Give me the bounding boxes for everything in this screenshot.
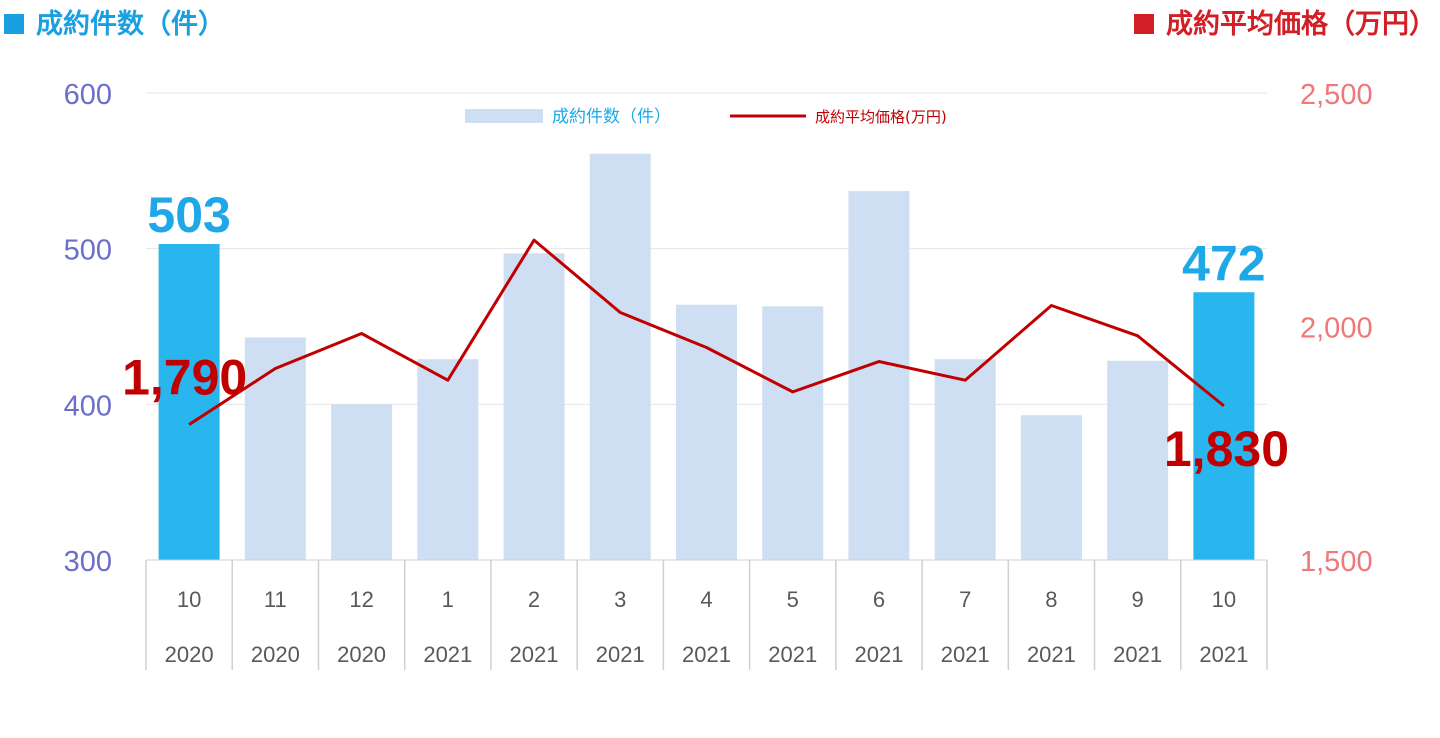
category-year-label: 2020 bbox=[337, 642, 386, 667]
data-label: 503 bbox=[147, 187, 230, 243]
bar bbox=[590, 154, 651, 560]
right-axis-tick-label: 2,000 bbox=[1300, 313, 1373, 345]
data-label: 1,790 bbox=[122, 350, 247, 406]
left-axis-tick-label: 400 bbox=[64, 390, 112, 422]
right-axis-tick-label: 1,500 bbox=[1300, 546, 1373, 578]
bar bbox=[331, 404, 392, 560]
category-month-label: 1 bbox=[442, 587, 454, 612]
category-month-label: 6 bbox=[873, 587, 885, 612]
category-month-label: 9 bbox=[1132, 587, 1144, 612]
left-axis-tick-label: 500 bbox=[64, 235, 112, 267]
category-month-label: 3 bbox=[614, 587, 626, 612]
category-year-label: 2021 bbox=[768, 642, 817, 667]
category-month-label: 11 bbox=[264, 587, 287, 612]
data-label: 472 bbox=[1182, 235, 1265, 291]
legend-bar-swatch bbox=[465, 109, 543, 123]
category-year-label: 2021 bbox=[682, 642, 731, 667]
category-year-label: 2020 bbox=[165, 642, 214, 667]
category-year-label: 2021 bbox=[1027, 642, 1076, 667]
category-month-label: 10 bbox=[177, 587, 201, 612]
category-month-label: 4 bbox=[700, 587, 712, 612]
legend-line-label: 成約平均価格(万円) bbox=[815, 108, 947, 126]
category-month-label: 2 bbox=[528, 587, 540, 612]
category-month-label: 12 bbox=[349, 587, 373, 612]
category-year-label: 2021 bbox=[1199, 642, 1248, 667]
left-axis-tick-label: 300 bbox=[64, 546, 112, 578]
data-label: 1,830 bbox=[1164, 421, 1289, 477]
category-year-label: 2021 bbox=[596, 642, 645, 667]
bar bbox=[245, 337, 306, 560]
category-year-label: 2021 bbox=[941, 642, 990, 667]
left-axis-tick-label: 600 bbox=[64, 79, 112, 111]
bar bbox=[1021, 415, 1082, 560]
category-month-label: 8 bbox=[1045, 587, 1057, 612]
bar bbox=[762, 306, 823, 560]
category-month-label: 10 bbox=[1212, 587, 1236, 612]
category-year-label: 2021 bbox=[1113, 642, 1162, 667]
bar bbox=[935, 359, 996, 560]
bar bbox=[504, 253, 565, 560]
bar bbox=[676, 305, 737, 560]
category-year-label: 2021 bbox=[510, 642, 559, 667]
bar bbox=[417, 359, 478, 560]
bar bbox=[1107, 361, 1168, 560]
legend-bar-label: 成約件数（件） bbox=[552, 107, 671, 127]
category-month-label: 5 bbox=[787, 587, 799, 612]
category-year-label: 2021 bbox=[854, 642, 903, 667]
right-axis-tick-label: 2,500 bbox=[1300, 79, 1373, 111]
bar bbox=[848, 191, 909, 560]
category-month-label: 7 bbox=[959, 587, 971, 612]
category-year-label: 2021 bbox=[423, 642, 472, 667]
category-year-label: 2020 bbox=[251, 642, 300, 667]
